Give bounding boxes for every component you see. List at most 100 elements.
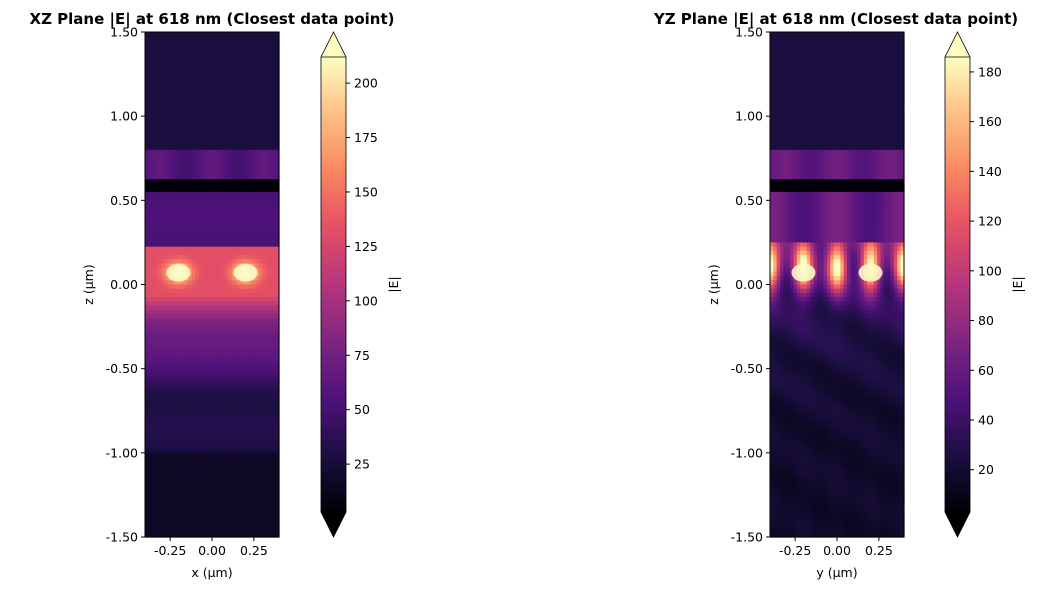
- heatmap-cell: [245, 40, 250, 46]
- heatmap-cell: [155, 347, 159, 353]
- heatmap-cell: [242, 457, 247, 462]
- heatmap-cell: [255, 444, 260, 450]
- heatmap-cell: [258, 322, 263, 328]
- heatmap-cell: [268, 478, 273, 483]
- heatmap-cell: [151, 482, 156, 488]
- heatmap-cell: [255, 145, 260, 151]
- heatmap-cell: [191, 440, 196, 446]
- heatmap-cell: [252, 528, 257, 534]
- heatmap-cell: [188, 250, 193, 256]
- heatmap-cell: [171, 238, 176, 244]
- heatmap-cell: [175, 120, 180, 126]
- heatmap-cell: [171, 154, 176, 159]
- heatmap-cell: [268, 364, 273, 370]
- heatmap-cell: [205, 482, 210, 488]
- heatmap-cell: [212, 65, 216, 71]
- heatmap-cell: [222, 440, 226, 446]
- heatmap-cell: [158, 532, 163, 538]
- heatmap-cell: [248, 431, 253, 437]
- heatmap-cell: [161, 103, 166, 109]
- heatmap-cell: [225, 259, 230, 265]
- heatmap-cell: [168, 204, 173, 210]
- heatmap-cell: [178, 158, 183, 164]
- heatmap-cell: [275, 292, 280, 298]
- heatmap-cell: [218, 360, 223, 366]
- heatmap-cell: [238, 372, 243, 378]
- chart-title: XZ Plane |E| at 618 nm (Closest data poi…: [30, 10, 395, 29]
- heatmap-cell: [168, 107, 173, 113]
- heatmap-cell: [248, 61, 253, 67]
- heatmap-cell: [218, 86, 223, 92]
- heatmap-cell: [242, 48, 247, 54]
- heatmap-cell: [275, 86, 280, 92]
- heatmap-cell: [191, 86, 196, 92]
- heatmap-cell: [248, 200, 253, 206]
- heatmap-cell: [201, 511, 206, 517]
- heatmap-cell: [268, 263, 273, 269]
- heatmap-cell: [268, 53, 273, 58]
- heatmap-cell: [198, 465, 203, 471]
- heatmap-cell: [773, 57, 778, 63]
- heatmap-cell: [178, 120, 183, 126]
- heatmap-cell: [272, 191, 277, 197]
- heatmap-cell: [205, 469, 210, 475]
- heatmap-cell: [268, 339, 273, 345]
- heatmap-cell: [178, 507, 183, 513]
- heatmap-cell: [255, 90, 260, 96]
- heatmap-cell: [262, 82, 267, 88]
- heatmap-cell: [232, 196, 237, 201]
- heatmap-cell: [165, 431, 170, 437]
- heatmap-cell: [258, 292, 263, 298]
- heatmap-cell: [198, 309, 203, 315]
- heatmap-cell: [235, 309, 240, 315]
- heatmap-cell: [228, 326, 233, 332]
- heatmap-cell: [245, 313, 250, 319]
- heatmap-cell: [275, 423, 280, 429]
- heatmap-cell: [245, 343, 250, 349]
- heatmap-cell: [232, 486, 237, 492]
- heatmap-cell: [212, 120, 216, 126]
- heatmap-cell: [145, 524, 149, 530]
- heatmap-cell: [145, 162, 149, 168]
- heatmap-cell: [770, 57, 774, 63]
- heatmap-cell: [242, 175, 247, 180]
- heatmap-cell: [228, 154, 233, 159]
- heatmap-cell: [222, 473, 226, 479]
- heatmap-cell: [272, 170, 277, 176]
- heatmap-cell: [168, 74, 173, 79]
- heatmap-cell: [201, 313, 206, 319]
- heatmap-cell: [252, 200, 257, 206]
- heatmap-cell: [218, 263, 223, 269]
- heatmap-cell: [198, 48, 203, 54]
- heatmap-cell: [212, 461, 216, 467]
- heatmap-cell: [238, 377, 243, 382]
- heatmap-cell: [232, 259, 237, 265]
- heatmap-cell: [155, 267, 159, 273]
- heatmap-cell: [148, 53, 153, 58]
- heatmap-cell: [212, 313, 216, 319]
- heatmap-cell: [191, 238, 196, 244]
- heatmap-cell: [201, 250, 206, 256]
- heatmap-cell: [191, 494, 196, 500]
- heatmap-cell: [171, 95, 176, 100]
- heatmap-cell: [158, 330, 163, 336]
- heatmap-cell: [255, 65, 260, 71]
- heatmap-cell: [232, 423, 237, 429]
- heatmap-cell: [275, 271, 280, 277]
- heatmap-cell: [238, 74, 243, 79]
- heatmap-cell: [151, 217, 156, 222]
- heatmap-cell: [212, 440, 216, 446]
- heatmap-cell: [255, 457, 260, 462]
- heatmap-cell: [208, 313, 213, 319]
- heatmap-cell: [238, 158, 243, 164]
- heatmap-cell: [178, 99, 183, 105]
- heatmap-cell: [188, 263, 193, 269]
- heatmap-cell: [225, 482, 230, 488]
- heatmap-cell: [148, 318, 153, 323]
- heatmap-cell: [145, 339, 149, 345]
- heatmap-cell: [275, 461, 280, 467]
- heatmap-cell: [188, 389, 193, 395]
- heatmap-cell: [171, 48, 176, 54]
- heatmap-cell: [258, 61, 263, 67]
- heatmap-cell: [161, 267, 166, 273]
